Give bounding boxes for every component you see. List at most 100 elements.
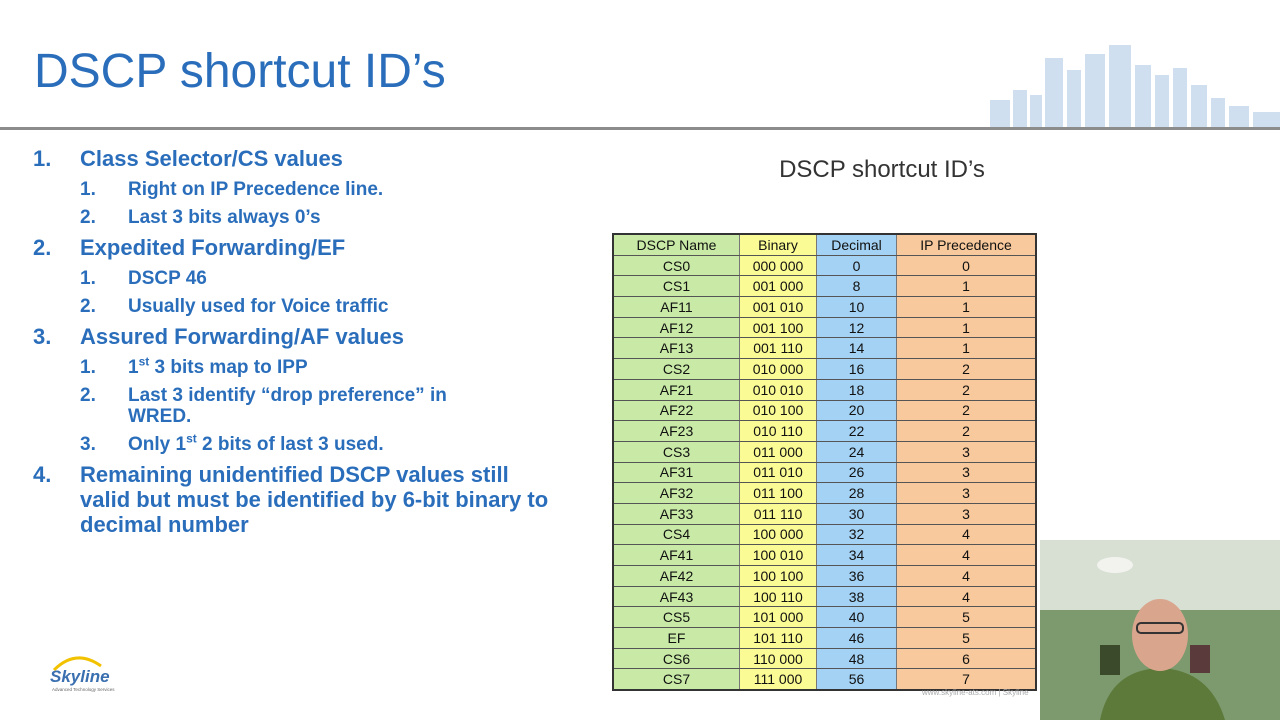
cell: 7 [896, 668, 1036, 691]
sub-text: 1st 3 bits map to IPP [128, 354, 498, 378]
skyline-graphic [990, 45, 1280, 128]
logo-tagline: Advanced Technology Services [52, 687, 115, 692]
cell: CS7 [612, 668, 740, 691]
cell: CS2 [612, 358, 740, 380]
text: Only 1 [128, 434, 187, 455]
cell: 011 100 [739, 482, 817, 504]
cell: 4 [896, 565, 1036, 587]
cell: CS0 [612, 255, 740, 277]
cell: 12 [816, 317, 897, 339]
table-row: AF32 011 100 28 3 [612, 482, 1036, 504]
table-row: AF33 011 110 30 3 [612, 503, 1036, 525]
item-number: 4. [33, 462, 52, 487]
cell: CS3 [612, 441, 740, 463]
cell: 16 [816, 358, 897, 380]
sub-number: 1. [80, 179, 96, 200]
cell: 38 [816, 586, 897, 608]
cell: 2 [896, 379, 1036, 401]
cell: 010 000 [739, 358, 817, 380]
text: Right on IP Precedence line. [128, 179, 384, 200]
cell: 18 [816, 379, 897, 401]
cell: 111 000 [739, 668, 817, 691]
cell: 001 000 [739, 275, 817, 298]
cell: 011 110 [739, 503, 817, 525]
sub-number: 1. [80, 268, 96, 289]
sub-number: 2. [80, 385, 96, 406]
table-row: CS3 011 000 24 3 [612, 441, 1036, 463]
cell: 100 010 [739, 544, 817, 566]
title-rule [0, 127, 1280, 130]
superscript: st [138, 354, 150, 369]
cell: 8 [816, 275, 897, 298]
sub-item: 1. Right on IP Precedence line. [80, 179, 553, 200]
item-text: Class Selector/CS values [80, 146, 343, 171]
table-row: AF42 100 100 36 4 [612, 565, 1036, 587]
item-number: 3. [33, 324, 52, 349]
table-row: AF23 010 110 22 2 [612, 420, 1036, 442]
table-row: CS5 101 000 40 5 [612, 606, 1036, 629]
table-row: CS6 110 000 48 6 [612, 648, 1036, 670]
cell: 101 000 [739, 606, 817, 629]
cell: AF42 [612, 565, 740, 587]
sub-item: 3. Only 1st 2 bits of last 3 used. [80, 433, 553, 455]
cell: 32 [816, 524, 897, 546]
cell: 22 [816, 420, 897, 442]
cell: AF23 [612, 420, 740, 442]
cell: 010 110 [739, 420, 817, 442]
text: Last 3 bits always 0’s [128, 207, 321, 228]
text: Remaining unidentified DSCP values still… [80, 462, 549, 537]
sub-text: Usually used for Voice traffic [128, 296, 498, 317]
header-cell: Decimal [816, 234, 897, 256]
cell: 011 010 [739, 462, 817, 484]
header-cell: IP Precedence [896, 234, 1036, 256]
cell: AF43 [612, 586, 740, 608]
sub-text: DSCP 46 [128, 268, 498, 289]
cell: 14 [816, 337, 897, 360]
cell: 1 [896, 275, 1036, 298]
text: 3 bits map to IPP [149, 357, 308, 378]
list-item: 4. Remaining unidentified DSCP values sti… [33, 462, 553, 537]
cell: 4 [896, 544, 1036, 566]
header-cell: DSCP Name [612, 234, 740, 256]
cell: 36 [816, 565, 897, 587]
cell: AF21 [612, 379, 740, 401]
sub-item: 2. Last 3 identify “drop preference” in W… [80, 385, 553, 427]
cell: 001 100 [739, 317, 817, 339]
text: DSCP 46 [128, 268, 207, 289]
sub-text: Last 3 identify “drop preference” in WRE… [128, 385, 498, 427]
cell: 34 [816, 544, 897, 566]
text: Assured Forwarding/AF values [80, 324, 404, 349]
table-row: AF31 011 010 26 3 [612, 462, 1036, 484]
list-item: 2. Expedited Forwarding/EF [33, 235, 553, 260]
cell: AF33 [612, 503, 740, 525]
cell: 001 110 [739, 337, 817, 360]
cell: EF [612, 627, 740, 649]
table-row: AF13 001 110 14 1 [612, 337, 1036, 360]
cell: CS1 [612, 275, 740, 298]
table-title: DSCP shortcut ID’s [779, 156, 985, 183]
cell: AF31 [612, 462, 740, 484]
cell: 1 [896, 317, 1036, 339]
cell: 5 [896, 627, 1036, 649]
cell: 100 100 [739, 565, 817, 587]
text: 2 bits of last 3 used. [196, 434, 384, 455]
cell: 0 [896, 255, 1036, 277]
cell: 100 000 [739, 524, 817, 546]
item-text: Assured Forwarding/AF values [80, 324, 404, 349]
cell: CS4 [612, 524, 740, 546]
cell: 3 [896, 503, 1036, 525]
table-row: CS7 111 000 56 7 [612, 668, 1036, 691]
list-item: 1. Class Selector/CS values [33, 146, 553, 171]
cell: 2 [896, 400, 1036, 422]
cell: 20 [816, 400, 897, 422]
sub-item: 1. 1st 3 bits map to IPP [80, 354, 553, 378]
cell: 40 [816, 606, 897, 629]
table-row: AF22 010 100 20 2 [612, 400, 1036, 422]
sub-text: Only 1st 2 bits of last 3 used. [128, 433, 498, 455]
sub-item: 1. DSCP 46 [80, 268, 553, 289]
cell: AF41 [612, 544, 740, 566]
cell: 24 [816, 441, 897, 463]
table-row: CS0 000 000 0 0 [612, 255, 1036, 277]
cell: 1 [896, 337, 1036, 360]
